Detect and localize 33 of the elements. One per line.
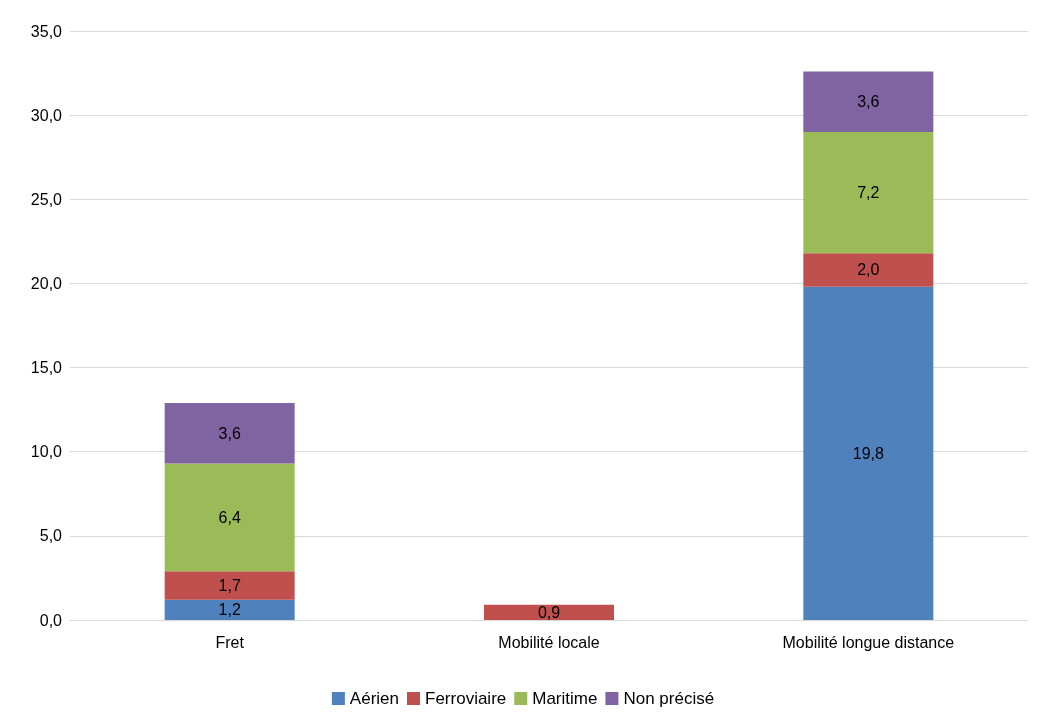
data-label: 1,2 [218,601,241,619]
data-label: 2,0 [857,261,880,279]
data-label: 3,6 [857,93,880,111]
data-label: 0,9 [537,603,561,621]
data-label: 3,6 [218,424,241,442]
x-tick-label: Mobilité locale [498,633,600,651]
legend-label: Aérien [349,689,400,708]
data-label: 1,7 [218,577,241,594]
x-tick-label: Fret [215,633,245,651]
bar [164,402,295,464]
y-tick-label: 0,0 [39,611,63,629]
legend-label: Non précisé [623,689,715,708]
y-tick-label: 15,0 [30,359,63,377]
y-tick-label: 30,0 [30,106,63,124]
bar [484,604,614,620]
y-tick-label: 25,0 [30,190,63,208]
data-label: 6,4 [218,508,241,526]
bar [164,599,295,620]
y-tick-label: 5,0 [39,527,63,545]
bar [803,286,934,620]
data-label: 19,8 [852,444,885,462]
legend-label: Ferroviaire [425,689,507,708]
y-tick-label: 35,0 [30,22,63,40]
y-tick-label: 20,0 [30,274,63,292]
bar [803,131,934,254]
legend-label: Maritime [532,689,598,708]
bar [164,463,295,572]
x-tick-label: Mobilité longue distance [782,633,955,651]
data-label: 7,2 [857,184,880,202]
bar [803,71,934,132]
y-tick-label: 10,0 [30,443,63,461]
bar [164,571,295,600]
bar [803,253,934,287]
